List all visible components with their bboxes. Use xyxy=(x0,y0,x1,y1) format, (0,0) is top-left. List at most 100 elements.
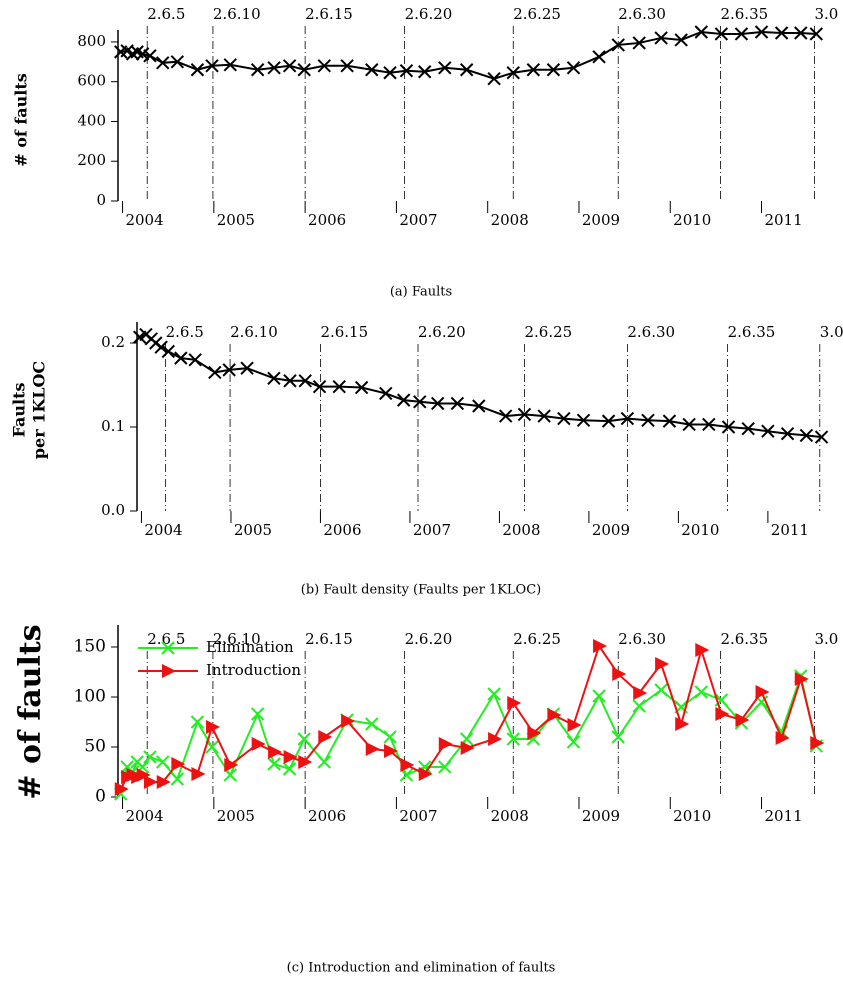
marker xyxy=(702,417,716,432)
version-label: 2.6.20 xyxy=(405,5,453,23)
marker xyxy=(312,379,327,394)
y-tick-label: 800 xyxy=(77,32,106,50)
marker xyxy=(208,365,222,380)
x-tick-label: 2011 xyxy=(764,211,802,229)
x-tick-label: 2005 xyxy=(217,807,255,825)
marker xyxy=(143,49,157,63)
version-label: 2.6.35 xyxy=(728,323,776,341)
x-tick-label: 2010 xyxy=(673,211,711,229)
marker xyxy=(547,708,562,722)
version-label: 2.6.10 xyxy=(230,323,278,341)
marker xyxy=(297,63,311,77)
version-label: 3.0 xyxy=(814,5,838,23)
marker xyxy=(171,757,186,771)
marker xyxy=(430,396,445,411)
version-label: 2.6.30 xyxy=(627,323,675,341)
y-tick-label: 0.2 xyxy=(101,333,125,351)
marker xyxy=(267,757,281,771)
marker xyxy=(174,351,188,365)
marker xyxy=(517,407,532,422)
marker xyxy=(340,59,354,73)
marker xyxy=(774,26,789,40)
marker xyxy=(734,27,749,41)
marker xyxy=(298,374,312,388)
caption: (a) Faults xyxy=(390,285,452,300)
y-tick-label: 0 xyxy=(95,787,106,807)
marker xyxy=(566,735,581,749)
version-label: 2.6.5 xyxy=(166,323,204,341)
marker xyxy=(156,775,171,789)
legend-label: Introduction xyxy=(206,661,301,679)
marker xyxy=(317,59,332,73)
marker xyxy=(384,744,399,758)
marker xyxy=(365,742,380,756)
marker xyxy=(675,717,690,731)
marker xyxy=(633,686,648,700)
marker xyxy=(775,731,790,745)
x-tick-label: 2006 xyxy=(323,521,361,539)
marker xyxy=(459,63,474,77)
marker xyxy=(143,775,158,789)
chart: 0 50 100 150 2004 2005 2006 2007 2008 2009 2010 201… xyxy=(13,624,838,975)
marker xyxy=(576,413,591,427)
x-tick-label: 2009 xyxy=(582,807,620,825)
y-axis-label: # of faults xyxy=(13,624,48,799)
x-tick-label: 2005 xyxy=(217,211,255,229)
version-label: 2.6.25 xyxy=(513,630,561,648)
marker xyxy=(546,63,561,77)
marker xyxy=(268,745,283,759)
x-tick-label: 2004 xyxy=(125,211,163,229)
version-label: 2.6.5 xyxy=(147,5,185,23)
marker xyxy=(810,736,825,750)
version-label: 2.6.20 xyxy=(418,323,466,341)
marker xyxy=(794,672,809,686)
legend-marker xyxy=(161,641,175,655)
marker xyxy=(383,66,397,80)
marker xyxy=(592,50,606,64)
version-label: 2.6.25 xyxy=(524,323,572,341)
marker xyxy=(240,361,254,375)
marker xyxy=(714,27,729,41)
y-axis-label: Faults xyxy=(10,383,29,438)
marker xyxy=(438,737,453,751)
marker xyxy=(317,755,332,769)
y-axis-label: per 1KLOC xyxy=(30,361,49,459)
version-label: 2.6.15 xyxy=(305,630,353,648)
marker xyxy=(136,768,151,782)
marker xyxy=(399,64,414,78)
x-tick-label: 2007 xyxy=(399,211,437,229)
marker xyxy=(655,657,670,671)
marker xyxy=(761,424,775,438)
x-tick-label: 2008 xyxy=(502,521,540,539)
x-tick-label: 2010 xyxy=(673,807,711,825)
y-tick-label: 400 xyxy=(77,111,106,129)
marker xyxy=(143,750,157,764)
version-label: 3.0 xyxy=(814,630,838,648)
marker xyxy=(298,755,313,769)
marker xyxy=(170,772,185,786)
marker xyxy=(283,750,298,764)
marker xyxy=(396,393,411,407)
marker xyxy=(250,63,265,77)
y-tick-label: 600 xyxy=(77,72,106,90)
x-tick-label: 2005 xyxy=(234,521,272,539)
x-tick-label: 2011 xyxy=(764,807,802,825)
marker xyxy=(283,374,297,388)
marker xyxy=(318,730,333,744)
marker xyxy=(601,414,616,428)
marker xyxy=(632,36,646,50)
marker xyxy=(506,66,520,80)
y-axis-label: # of faults xyxy=(12,73,31,166)
marker xyxy=(365,63,379,77)
marker xyxy=(527,726,542,740)
version-label: 2.6.35 xyxy=(720,5,768,23)
series-line xyxy=(119,643,818,790)
marker xyxy=(567,718,582,732)
marker xyxy=(267,61,281,75)
marker xyxy=(438,760,452,774)
x-tick-label: 2009 xyxy=(592,521,630,539)
y-tick-label: 200 xyxy=(77,151,106,169)
x-tick-label: 2007 xyxy=(399,807,437,825)
marker xyxy=(755,685,770,699)
y-tick-label: 50 xyxy=(84,737,106,757)
